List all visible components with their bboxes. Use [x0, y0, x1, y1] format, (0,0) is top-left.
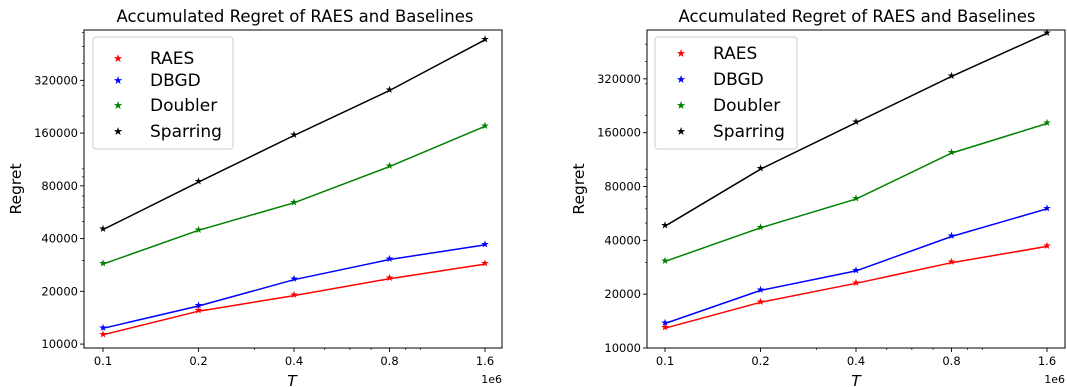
legend-marker: ★	[676, 99, 686, 112]
data-point-doubler: ★	[756, 222, 765, 233]
chart-title: Accumulated Regret of RAES and Baselines	[116, 7, 473, 26]
data-point-doubler: ★	[661, 256, 670, 267]
y-tick-label: 10000	[604, 341, 641, 355]
x-axis-label: T	[287, 372, 298, 387]
x-tick-label: 0.2	[751, 354, 769, 368]
data-point-doubler: ★	[99, 259, 108, 270]
chart-title: Accumulated Regret of RAES and Baselines	[678, 7, 1035, 26]
y-axis: 10000 20000 40000 80000 160000 320000	[34, 32, 84, 351]
data-point-doubler: ★	[947, 148, 956, 159]
data-point-dbgd: ★	[756, 285, 765, 296]
y-tick-label: 160000	[597, 126, 641, 140]
data-point-doubler: ★	[1043, 118, 1052, 129]
legend-marker: ★	[676, 73, 686, 86]
x-tick-label: 0.4	[285, 354, 303, 368]
y-tick-label: 80000	[41, 179, 78, 193]
x-tick-label: 0.1	[94, 354, 112, 368]
y-tick-label: 40000	[41, 232, 78, 246]
y-tick-label: 20000	[41, 284, 78, 298]
x-tick-label: 0.8	[380, 354, 398, 368]
data-point-dbgd: ★	[661, 318, 670, 329]
data-point-sparring: ★	[947, 71, 956, 82]
data-point-raes: ★	[385, 273, 394, 284]
data-point-raes: ★	[290, 290, 299, 301]
data-point-dbgd: ★	[290, 274, 299, 285]
legend-label: DBGD	[713, 70, 764, 90]
legend-marker: ★	[113, 99, 123, 112]
data-point-doubler: ★	[852, 194, 861, 205]
series-line-dbgd	[103, 245, 485, 328]
legend-marker: ★	[676, 125, 686, 138]
legend-marker: ★	[676, 47, 686, 60]
y-axis: 10000 20000 40000 80000 160000 320000	[597, 44, 647, 355]
y-tick-label: 320000	[597, 72, 641, 86]
legend-label: RAES	[150, 49, 194, 69]
data-point-raes: ★	[947, 257, 956, 268]
x-axis-label: T	[851, 372, 862, 387]
data-point-dbgd: ★	[852, 265, 861, 276]
y-tick-label: 20000	[604, 287, 641, 301]
data-point-sparring: ★	[194, 177, 203, 188]
y-tick-label: 160000	[34, 126, 78, 140]
x-axis: 0.1 0.2 0.4 0.8 1.6	[656, 348, 1056, 368]
x-tick-label: 0.8	[942, 354, 960, 368]
data-point-sparring: ★	[385, 85, 394, 96]
legend-marker: ★	[113, 125, 123, 138]
x-tick-label: 0.2	[189, 354, 207, 368]
data-point-sparring: ★	[1043, 28, 1052, 39]
legend-marker: ★	[113, 52, 123, 65]
data-point-sparring: ★	[852, 117, 861, 128]
data-point-dbgd: ★	[194, 300, 203, 311]
data-point-raes: ★	[1043, 241, 1052, 252]
legend-label: Sparring	[713, 122, 785, 142]
data-point-raes: ★	[756, 297, 765, 308]
y-axis-label: Regret	[7, 163, 25, 214]
legend-label: DBGD	[150, 71, 201, 91]
legend-label: Doubler	[150, 96, 217, 116]
data-point-sparring: ★	[290, 130, 299, 141]
y-axis-label: Regret	[570, 163, 588, 214]
data-point-sparring: ★	[756, 164, 765, 175]
data-point-dbgd: ★	[385, 254, 394, 265]
data-point-sparring: ★	[661, 221, 670, 232]
data-point-doubler: ★	[290, 197, 299, 208]
x-tick-label: 1.6	[476, 354, 494, 368]
legend-marker: ★	[113, 74, 123, 87]
legend: ★ RAES ★ DBGD ★ Doubler ★ Sparring	[655, 37, 797, 149]
x-tick-label: 0.1	[656, 354, 674, 368]
y-tick-label: 40000	[604, 233, 641, 247]
x-axis-offset-label: 1e6	[1044, 373, 1065, 386]
y-tick-label: 320000	[34, 73, 78, 87]
y-tick-label: 10000	[41, 337, 78, 351]
legend-label: Doubler	[713, 96, 780, 116]
data-point-dbgd: ★	[99, 323, 108, 334]
legend: ★ RAES ★ DBGD ★ Doubler ★ Sparring	[93, 37, 233, 149]
data-point-doubler: ★	[194, 225, 203, 236]
data-point-doubler: ★	[481, 121, 490, 132]
data-point-raes: ★	[481, 259, 490, 270]
data-point-dbgd: ★	[1043, 203, 1052, 214]
data-point-doubler: ★	[385, 161, 394, 172]
data-point-sparring: ★	[99, 224, 108, 235]
x-axis-offset-label: 1e6	[481, 373, 502, 386]
legend-label: Sparring	[150, 122, 222, 142]
x-axis: 0.1 0.2 0.4 0.8 1.6	[94, 348, 494, 368]
y-tick-label: 80000	[604, 179, 641, 193]
legend-label: RAES	[713, 44, 757, 64]
x-tick-label: 0.4	[847, 354, 865, 368]
chart-panel-left: Accumulated Regret of RAES and Baselines…	[7, 7, 502, 387]
data-point-raes: ★	[852, 278, 861, 289]
data-point-sparring: ★	[481, 34, 490, 45]
data-point-dbgd: ★	[481, 239, 490, 250]
data-point-dbgd: ★	[947, 231, 956, 242]
chart-panel-right: Accumulated Regret of RAES and Baselines…	[570, 7, 1065, 387]
x-tick-label: 1.6	[1038, 354, 1056, 368]
